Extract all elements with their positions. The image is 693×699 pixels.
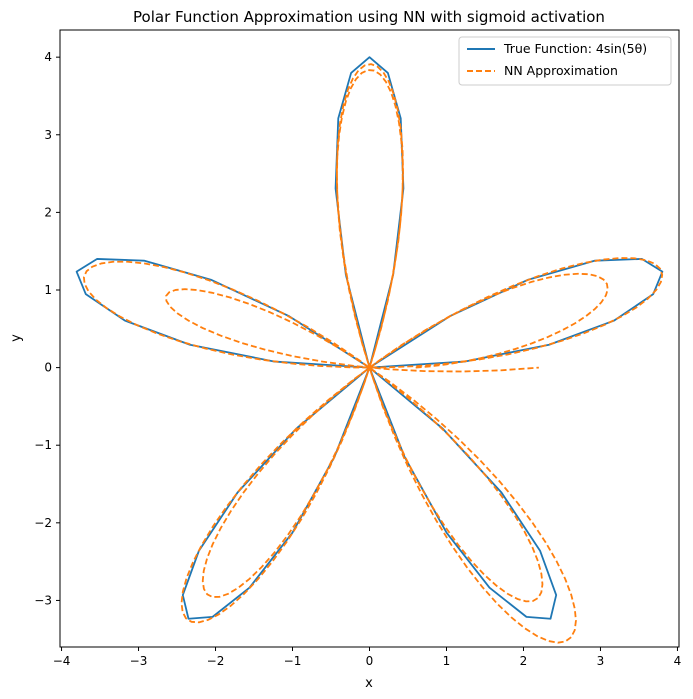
- y-tick-label: −2: [34, 516, 52, 530]
- legend: True Function: 4sin(5θ) NN Approximation: [458, 36, 672, 86]
- x-tick-label: −3: [130, 654, 148, 668]
- chart-title: Polar Function Approximation using NN wi…: [133, 8, 605, 26]
- series-line-nn-approximation: [82, 63, 664, 644]
- y-axis-ticks: −3 −2 −1 0 1 2 3 4: [34, 50, 60, 607]
- x-axis-ticks: −4 −3 −2 −1 0 1 2 3 4: [53, 647, 682, 668]
- legend-box: [458, 36, 672, 86]
- y-tick-label: 2: [44, 205, 52, 219]
- x-tick-label: 2: [520, 654, 528, 668]
- y-tick-label: 0: [44, 361, 52, 375]
- x-tick-label: 4: [674, 654, 682, 668]
- y-tick-label: 4: [44, 50, 52, 64]
- series-layer: [75, 56, 664, 644]
- y-tick-label: −3: [34, 593, 52, 607]
- x-tick-label: 0: [366, 654, 374, 668]
- legend-label-nn-approximation: NN Approximation: [504, 63, 618, 78]
- y-axis-label: y: [9, 334, 24, 342]
- legend-label-true-function: True Function: 4sin(5θ): [503, 41, 647, 56]
- x-tick-label: −4: [53, 654, 71, 668]
- y-tick-label: −1: [34, 438, 52, 452]
- x-tick-label: 3: [597, 654, 605, 668]
- plot-area: [59, 29, 680, 648]
- x-tick-label: −1: [284, 654, 302, 668]
- x-tick-label: 1: [443, 654, 451, 668]
- plot-frame: [60, 30, 679, 647]
- y-tick-label: 1: [44, 283, 52, 297]
- y-tick-label: 3: [44, 128, 52, 142]
- x-tick-label: −2: [207, 654, 225, 668]
- x-axis-label: x: [365, 676, 373, 691]
